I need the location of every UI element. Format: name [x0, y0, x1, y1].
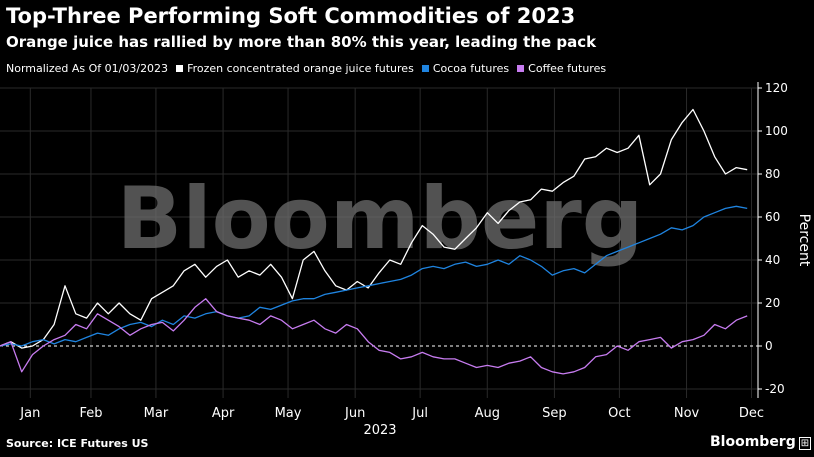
- bloomberg-logo: Bloomberg ⊞: [710, 434, 812, 450]
- y-tick-label: 100: [765, 124, 788, 138]
- y-tick-label: 80: [765, 167, 780, 181]
- chart-title: Top-Three Performing Soft Commodities of…: [6, 4, 576, 28]
- legend-item-cocoa: Cocoa futures: [421, 62, 510, 75]
- y-tick-label: 20: [765, 296, 780, 310]
- x-tick-label: Feb: [79, 406, 102, 421]
- y-tick-label: 0: [765, 339, 773, 353]
- y-axis-ticks: 120 100 80 60 40 20 0 -20: [757, 81, 788, 398]
- x-tick-label: Jul: [411, 406, 428, 421]
- y-tick-label: 60: [765, 210, 780, 224]
- x-tick-label: Jun: [344, 406, 365, 421]
- source-note: Source: ICE Futures US: [6, 437, 149, 450]
- grid-lines: [0, 87, 758, 398]
- x-tick-label: Aug: [475, 406, 500, 421]
- x-tick-label: Jan: [19, 406, 40, 421]
- y-axis-label: Percent: [796, 214, 812, 267]
- y-tick-label: 120: [765, 81, 788, 95]
- legend-item-coffee: Coffee futures: [517, 62, 606, 75]
- legend-swatch-coffee: [517, 65, 525, 72]
- x-tick-label: Mar: [144, 406, 169, 421]
- legend-label-coffee: Coffee futures: [528, 62, 607, 75]
- chart-mark-icon: ⊞: [798, 437, 812, 450]
- legend-label-cocoa: Cocoa futures: [432, 62, 510, 75]
- cocoa-line: [0, 205, 748, 347]
- x-tick-label: Oct: [608, 406, 630, 421]
- x-axis-year-label: 2023: [363, 423, 396, 438]
- legend-normalized-note: Normalized As Of 01/03/2023: [6, 62, 169, 75]
- legend: Normalized As Of 01/03/2023 Frozen conce…: [6, 62, 606, 75]
- x-tick-label: Apr: [212, 406, 235, 421]
- legend-label-oj: Frozen concentrated orange juice futures: [187, 62, 414, 75]
- x-axis-ticks: Jan Feb Mar Apr May Jun Jul Aug Sep Oct Nov Dec: [19, 406, 764, 421]
- legend-swatch-oj: [176, 65, 184, 72]
- legend-swatch-cocoa: [421, 65, 429, 72]
- x-tick-label: May: [275, 406, 302, 421]
- series-lines: [0, 108, 748, 375]
- x-tick-label: Sep: [542, 406, 567, 421]
- oj-line: [0, 108, 748, 349]
- bloomberg-logo-text: Bloomberg: [710, 434, 796, 450]
- coffee-line: [0, 298, 748, 375]
- y-tick-label: 40: [765, 253, 780, 267]
- chart-subtitle: Orange juice has rallied by more than 80…: [6, 33, 597, 51]
- legend-item-oj: Frozen concentrated orange juice futures: [176, 62, 414, 75]
- x-tick-label: Nov: [674, 406, 700, 421]
- y-tick-label: -20: [765, 382, 785, 396]
- bloomberg-watermark: Bloomberg: [117, 169, 644, 269]
- x-tick-label: Dec: [739, 406, 764, 421]
